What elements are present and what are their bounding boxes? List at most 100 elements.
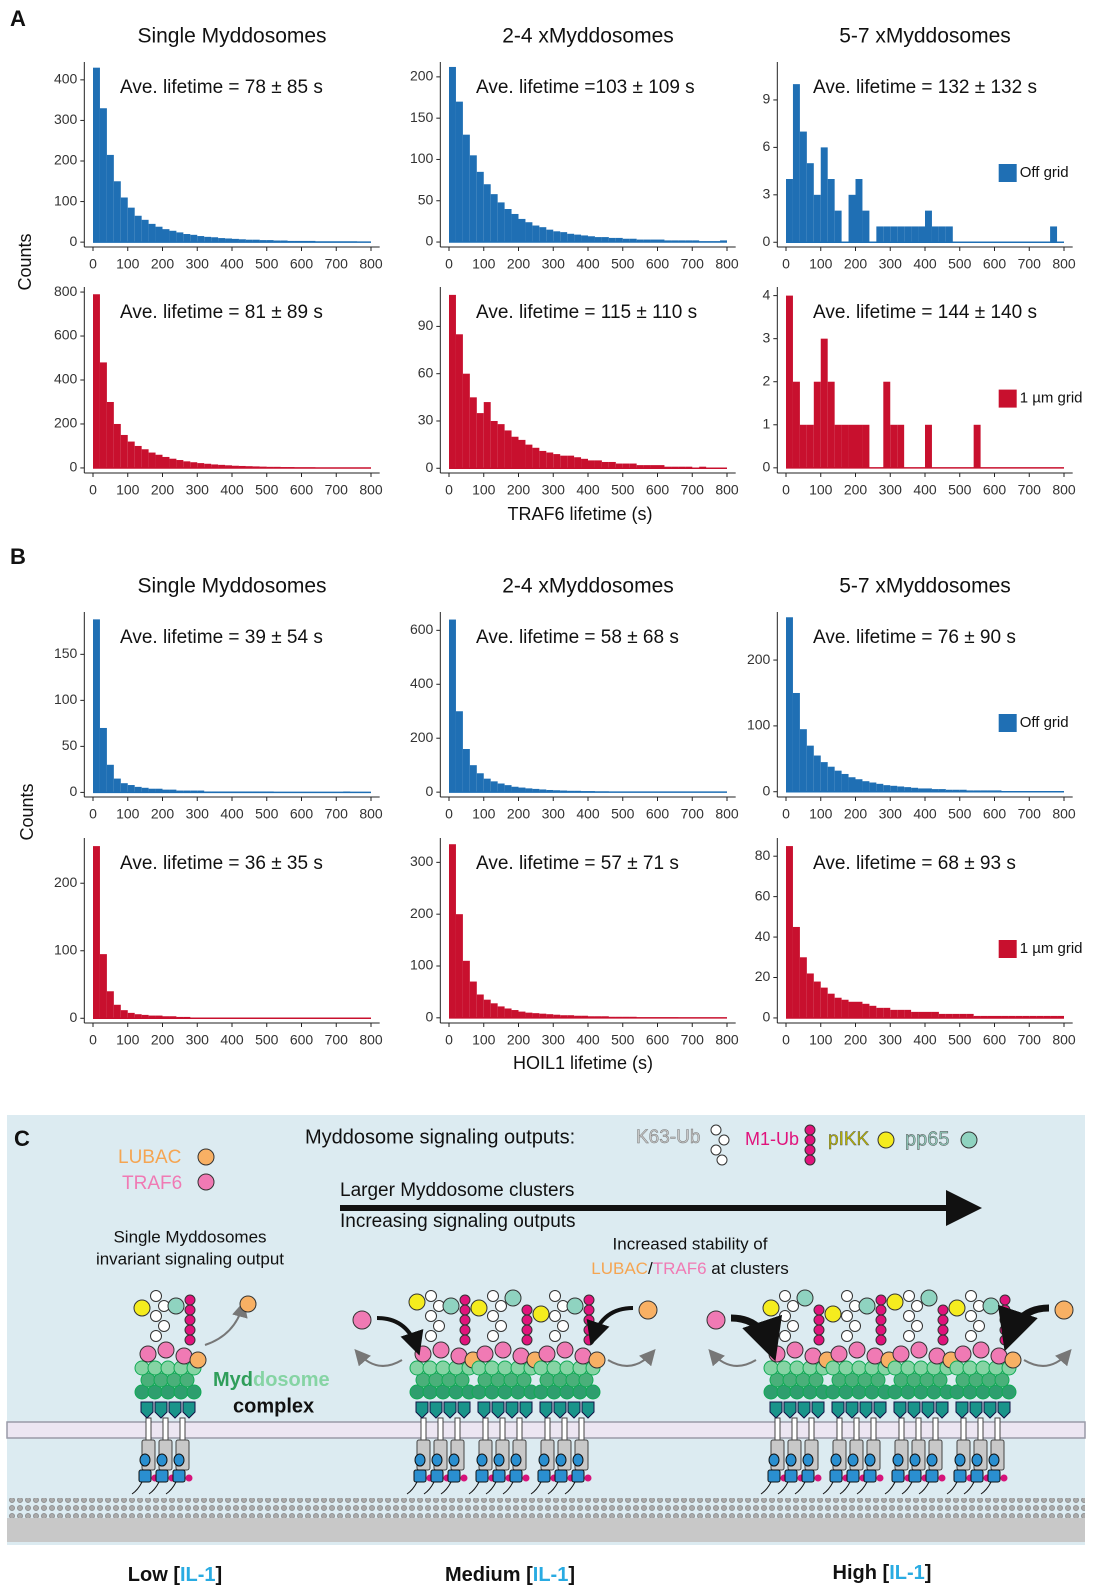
hexamer bbox=[808, 1372, 824, 1388]
bar bbox=[820, 338, 828, 468]
panel-letter: B bbox=[10, 544, 26, 569]
binding-arrow bbox=[997, 1304, 1050, 1352]
traf6 bbox=[910, 1341, 928, 1359]
panel-letter: C bbox=[14, 1126, 30, 1151]
bar bbox=[204, 236, 212, 243]
phospho bbox=[814, 1474, 822, 1482]
bar bbox=[141, 1014, 149, 1019]
stalk bbox=[870, 1417, 877, 1441]
bar bbox=[1057, 791, 1064, 792]
linker bbox=[946, 1481, 958, 1495]
bar bbox=[848, 194, 856, 243]
bar bbox=[148, 223, 156, 243]
receptor-tail bbox=[784, 1469, 798, 1483]
bar bbox=[862, 1003, 870, 1018]
bar bbox=[343, 791, 351, 793]
bar bbox=[806, 745, 814, 792]
bar bbox=[980, 790, 988, 792]
x-tick-label: 400 bbox=[220, 256, 244, 272]
bar bbox=[162, 789, 170, 793]
linker bbox=[485, 1481, 497, 1495]
stalk bbox=[482, 1417, 489, 1441]
x-tick-label: 0 bbox=[445, 1032, 453, 1048]
bar bbox=[539, 227, 547, 243]
bar bbox=[855, 424, 863, 468]
k63-ub bbox=[849, 1320, 861, 1332]
bar bbox=[266, 466, 274, 468]
x-tick-label: 500 bbox=[611, 1032, 635, 1048]
lubac bbox=[189, 1351, 207, 1369]
legend-m1: M1-Ub bbox=[745, 1129, 799, 1149]
k63-ub bbox=[787, 1320, 799, 1332]
m1-icon bbox=[804, 1124, 816, 1166]
x-tick-label: 700 bbox=[325, 482, 349, 498]
bar bbox=[1043, 1015, 1051, 1018]
bar bbox=[162, 1016, 170, 1019]
receptor-domain bbox=[555, 1453, 567, 1467]
bar bbox=[532, 225, 540, 243]
bar bbox=[918, 788, 925, 792]
bar bbox=[855, 179, 863, 243]
y-tick-label: 50 bbox=[418, 191, 434, 207]
x-tick-label: 500 bbox=[611, 806, 635, 822]
bar bbox=[581, 1015, 588, 1018]
bar bbox=[449, 66, 456, 243]
bar bbox=[820, 762, 828, 792]
bar bbox=[141, 449, 149, 468]
bar bbox=[301, 467, 309, 468]
death-domain bbox=[491, 1401, 505, 1419]
y-tick-label: 0 bbox=[763, 459, 771, 475]
bar bbox=[629, 791, 637, 793]
x-tick-label: 100 bbox=[809, 482, 833, 498]
panel-c: C Myddosome signaling outputs: K63-Ub M1… bbox=[6, 1115, 1086, 1545]
y-tick-label: 60 bbox=[755, 887, 771, 903]
bar bbox=[643, 465, 651, 469]
hexamer bbox=[160, 1360, 176, 1376]
pp65 bbox=[920, 1289, 938, 1307]
receptor-tail bbox=[155, 1469, 169, 1483]
release-arrow bbox=[354, 1348, 403, 1367]
lubac bbox=[1004, 1351, 1022, 1369]
receptor-tail bbox=[138, 1469, 152, 1483]
bar bbox=[834, 424, 842, 468]
bar bbox=[490, 194, 498, 243]
bar bbox=[259, 240, 267, 243]
bar bbox=[553, 231, 561, 243]
bar bbox=[245, 239, 253, 243]
bar bbox=[657, 465, 665, 469]
bar bbox=[1001, 1015, 1009, 1018]
bar bbox=[252, 791, 260, 793]
linker bbox=[856, 1481, 868, 1495]
condition-prefix: High [ bbox=[833, 1562, 890, 1584]
bar bbox=[792, 926, 800, 1018]
death-domain bbox=[907, 1401, 921, 1419]
x-tick-label: 0 bbox=[445, 482, 453, 498]
bar bbox=[1022, 1015, 1030, 1018]
receptor-tail bbox=[925, 1469, 939, 1483]
hexamer bbox=[887, 1360, 903, 1376]
bar bbox=[155, 226, 163, 243]
x-tick-label: 700 bbox=[325, 806, 349, 822]
stalk bbox=[977, 1417, 984, 1441]
receptor-domain bbox=[988, 1453, 1000, 1467]
bar bbox=[588, 1016, 595, 1018]
x-tick-label: 0 bbox=[782, 256, 790, 272]
x-tick-label: 600 bbox=[646, 806, 670, 822]
traf6-icon bbox=[197, 1173, 215, 1191]
traf6 bbox=[175, 1347, 193, 1365]
hexamer bbox=[516, 1372, 532, 1388]
bar bbox=[574, 790, 582, 793]
bar bbox=[183, 790, 191, 793]
x-tick-label: 800 bbox=[715, 1032, 739, 1048]
x-tick-label: 300 bbox=[879, 482, 903, 498]
y-tick-label: 6 bbox=[763, 138, 771, 154]
death-domain bbox=[429, 1401, 443, 1419]
receptor-tail bbox=[447, 1469, 461, 1483]
x-tick-label: 200 bbox=[507, 256, 531, 272]
y-tick-label: 0 bbox=[763, 233, 771, 249]
bar bbox=[476, 171, 484, 243]
bar bbox=[455, 711, 463, 793]
histogram: 0 100 200 300 400 500 600 700 800 0 100 200 Ave. lif… bbox=[54, 838, 383, 1048]
histogram: 0 100 200 300 400 500 600 700 800 0 100 200 300 Ave. … bbox=[410, 838, 739, 1048]
receptor-tail bbox=[537, 1469, 551, 1483]
